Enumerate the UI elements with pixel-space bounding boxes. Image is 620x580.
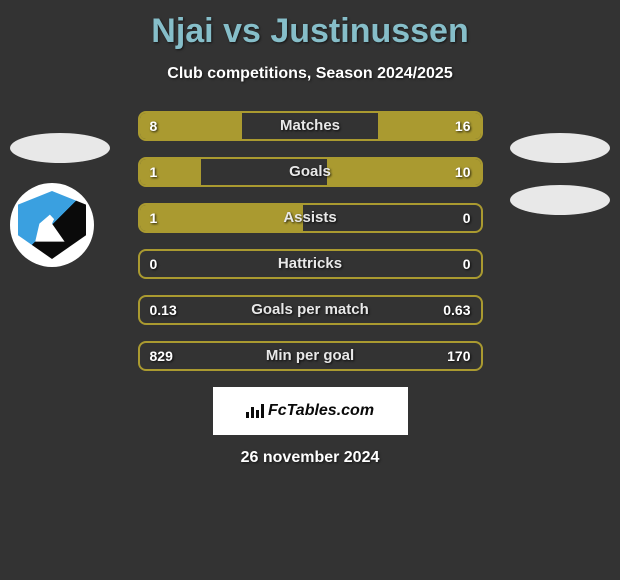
left-player-column [10, 133, 110, 267]
content-area: 816Matches110Goals10Assists00Hattricks0.… [0, 111, 620, 467]
left-player-photo-placeholder [10, 133, 110, 163]
stat-bar-right-value: 0.63 [443, 297, 470, 323]
right-player-club-placeholder [510, 185, 610, 215]
stat-bar-left-value: 0.13 [150, 297, 177, 323]
stat-bar-left-value: 1 [150, 159, 158, 185]
watermark-text: FcTables.com [268, 402, 374, 420]
stat-bar-right-value: 16 [455, 113, 471, 139]
stat-bar-row: 0.13 0.63Goals per match [138, 295, 483, 325]
stat-bar-label: Min per goal [140, 343, 481, 369]
right-player-column [510, 133, 610, 215]
stat-bar-label: Hattricks [140, 251, 481, 277]
stat-bar-right-value: 0 [463, 205, 471, 231]
stat-bar-row: 0 0Hattricks [138, 249, 483, 279]
page-title: Njai vs Justinussen [0, 0, 620, 51]
right-player-photo-placeholder [510, 133, 610, 163]
stat-bar-left-value: 0 [150, 251, 158, 277]
stat-bar-right-value: 10 [455, 159, 471, 185]
stat-bar-row: 110Goals [138, 157, 483, 187]
competition-subtitle: Club competitions, Season 2024/2025 [0, 65, 620, 83]
stat-bars-container: 816Matches110Goals10Assists00Hattricks0.… [138, 111, 483, 371]
stat-bar-row: 816Matches [138, 111, 483, 141]
watermark: FcTables.com [213, 387, 408, 435]
stat-bar-row: 10Assists [138, 203, 483, 233]
stat-bar-label: Goals per match [140, 297, 481, 323]
left-player-club-badge [10, 183, 94, 267]
stat-bar-left-value: 8 [150, 113, 158, 139]
snapshot-date: 26 november 2024 [0, 449, 620, 467]
bar-chart-icon [246, 404, 264, 418]
stat-bar-right-value: 0 [463, 251, 471, 277]
stat-bar-row: 829 170Min per goal [138, 341, 483, 371]
stat-bar-right-value: 170 [447, 343, 470, 369]
stat-bar-left-fill [140, 205, 304, 231]
stat-bar-left-value: 1 [150, 205, 158, 231]
stat-bar-left-value: 829 [150, 343, 173, 369]
